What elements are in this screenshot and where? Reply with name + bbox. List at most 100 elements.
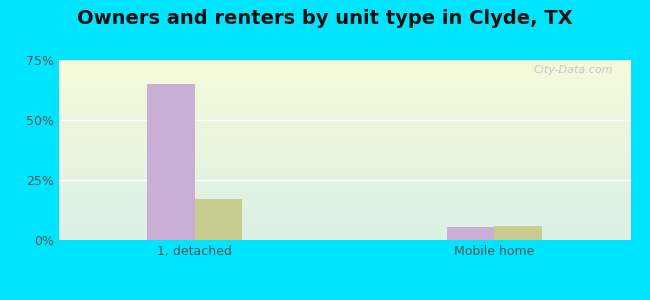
Bar (58, 91, 630, 92)
Bar (58, 133, 630, 134)
Bar (58, 226, 630, 227)
Bar (58, 131, 630, 132)
Bar (58, 128, 630, 129)
Bar (58, 230, 630, 231)
Bar (58, 118, 630, 119)
Bar (58, 210, 630, 211)
Bar (58, 195, 630, 196)
Bar (58, 109, 630, 110)
Bar (58, 134, 630, 135)
Bar (58, 123, 630, 124)
Bar (58, 147, 630, 148)
Bar (58, 114, 630, 115)
Bar (58, 159, 630, 160)
Bar (58, 216, 630, 217)
Bar (195, 199, 242, 240)
Bar (58, 106, 630, 107)
Bar (58, 144, 630, 145)
Bar (58, 92, 630, 93)
Bar (58, 185, 630, 186)
Bar (58, 177, 630, 178)
Bar (58, 108, 630, 109)
Bar (58, 161, 630, 162)
Bar (58, 62, 630, 63)
Bar (58, 233, 630, 234)
Bar (58, 100, 630, 101)
Bar (58, 139, 630, 140)
Bar (58, 67, 630, 68)
Bar (58, 125, 630, 126)
Bar (58, 186, 630, 187)
Bar (58, 213, 630, 214)
Bar (58, 239, 630, 240)
Bar (58, 118, 630, 119)
Bar (58, 86, 630, 87)
Bar (58, 151, 630, 152)
Bar (58, 71, 630, 72)
Bar (58, 98, 630, 99)
Bar (58, 136, 630, 137)
Bar (58, 75, 630, 76)
Bar (58, 104, 630, 105)
Bar (58, 165, 630, 166)
Bar (58, 192, 630, 193)
Bar (58, 237, 630, 238)
Bar (58, 222, 630, 223)
Bar (58, 78, 630, 79)
Bar (58, 149, 630, 150)
Text: City-Data.com: City-Data.com (534, 65, 614, 75)
Bar (58, 100, 630, 101)
Bar (58, 163, 630, 164)
Bar (447, 227, 494, 240)
Bar (58, 138, 630, 139)
Bar (58, 214, 630, 215)
Bar (58, 117, 630, 118)
Bar (58, 84, 630, 85)
Bar (58, 113, 630, 114)
Bar (58, 93, 630, 94)
Bar (58, 211, 630, 212)
Bar (58, 188, 630, 189)
Bar (58, 83, 630, 84)
Bar (58, 201, 630, 202)
Bar (494, 226, 542, 240)
Bar (58, 94, 630, 95)
Bar (58, 73, 630, 74)
Text: Owners and renters by unit type in Clyde, TX: Owners and renters by unit type in Clyde… (77, 9, 573, 28)
Bar (58, 182, 630, 183)
Bar (58, 205, 630, 206)
Bar (58, 234, 630, 235)
Bar (58, 97, 630, 98)
Bar (58, 129, 630, 130)
Bar (58, 103, 630, 104)
Bar (58, 126, 630, 127)
Bar (58, 80, 630, 81)
Bar (58, 99, 630, 100)
Bar (58, 224, 630, 225)
Bar (58, 155, 630, 156)
Bar (58, 171, 630, 172)
Bar (58, 76, 630, 77)
Bar (58, 231, 630, 232)
Bar (58, 166, 630, 167)
Bar (58, 90, 630, 91)
Bar (58, 121, 630, 122)
Bar (58, 227, 630, 228)
Bar (58, 68, 630, 69)
Bar (58, 87, 630, 88)
Bar (58, 119, 630, 120)
Bar (58, 232, 630, 233)
Bar (58, 82, 630, 83)
Bar (58, 81, 630, 82)
Bar (58, 135, 630, 136)
Bar (58, 88, 630, 89)
Bar (58, 70, 630, 71)
Bar (58, 212, 630, 213)
Bar (58, 127, 630, 128)
Bar (58, 137, 630, 138)
Bar (58, 229, 630, 230)
Bar (58, 116, 630, 117)
Bar (58, 181, 630, 182)
Bar (58, 173, 630, 174)
Bar (58, 148, 630, 149)
